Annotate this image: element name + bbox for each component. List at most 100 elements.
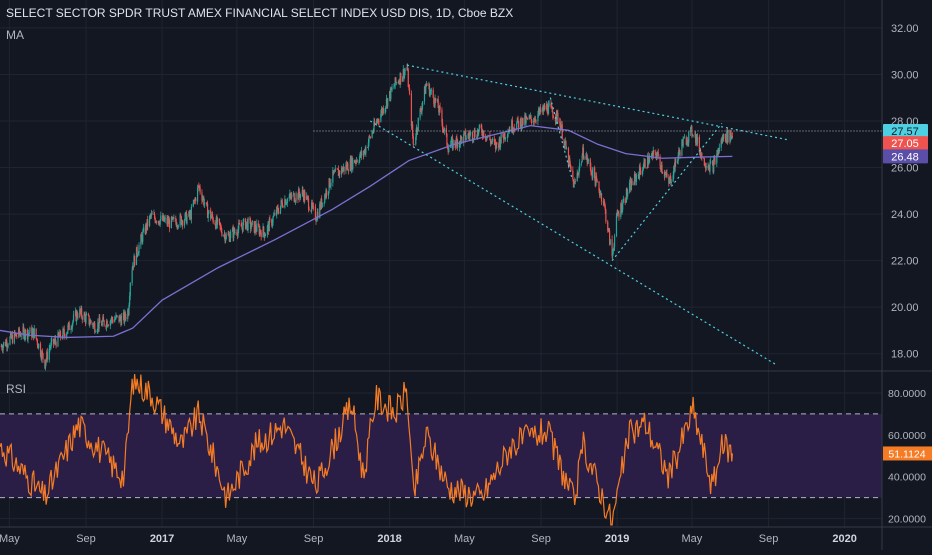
candle-body bbox=[525, 117, 527, 124]
candle-body bbox=[19, 334, 22, 337]
candle-body bbox=[554, 117, 556, 122]
candle-body bbox=[74, 311, 77, 315]
candle-body bbox=[336, 168, 338, 170]
candle bbox=[447, 147, 449, 155]
candle-body bbox=[123, 312, 125, 323]
candle bbox=[403, 68, 405, 82]
candle-body bbox=[28, 333, 30, 334]
candle-body bbox=[243, 218, 245, 222]
candle-body bbox=[138, 245, 140, 254]
candle bbox=[31, 327, 34, 339]
candle bbox=[177, 224, 179, 230]
candle bbox=[559, 117, 561, 127]
price-axis-tick-label: 26.00 bbox=[891, 163, 919, 175]
candle bbox=[624, 197, 626, 206]
candle bbox=[337, 165, 340, 176]
candle bbox=[435, 98, 437, 103]
candle-body bbox=[1, 348, 4, 351]
candle bbox=[141, 235, 143, 244]
candle-body bbox=[297, 189, 300, 200]
candle bbox=[292, 191, 295, 197]
rsi-axis-tick-label: 60.0000 bbox=[888, 430, 926, 442]
candle-body bbox=[496, 142, 498, 145]
candle bbox=[686, 142, 688, 147]
candle bbox=[670, 179, 672, 186]
candle bbox=[92, 322, 95, 330]
candle bbox=[166, 214, 168, 227]
candle bbox=[476, 134, 478, 139]
candle-body bbox=[618, 213, 620, 217]
candle bbox=[534, 115, 536, 123]
candle bbox=[355, 157, 358, 165]
candle-body bbox=[679, 151, 681, 156]
candle bbox=[374, 118, 376, 127]
candle-body bbox=[75, 311, 77, 322]
candle bbox=[183, 218, 186, 229]
candle-body bbox=[193, 200, 195, 204]
candle-body bbox=[660, 166, 662, 170]
trendline[interactable] bbox=[369, 120, 778, 366]
candle-body bbox=[352, 159, 354, 169]
candle-body bbox=[203, 203, 206, 205]
candle bbox=[591, 169, 593, 181]
candle-body bbox=[424, 86, 426, 94]
candle-body bbox=[652, 153, 654, 158]
candle bbox=[526, 117, 528, 121]
moving-average-line[interactable] bbox=[0, 125, 733, 339]
candle-body bbox=[600, 193, 603, 202]
indicator-label-ma[interactable]: MA bbox=[6, 28, 24, 42]
candle-body bbox=[384, 108, 386, 114]
candle-body bbox=[180, 216, 182, 225]
candle-body bbox=[36, 340, 38, 346]
candle-body bbox=[726, 131, 728, 143]
price-label-box bbox=[883, 124, 928, 139]
candle-body bbox=[398, 81, 400, 83]
candle bbox=[269, 215, 271, 223]
candle-body bbox=[696, 136, 699, 144]
candle-body bbox=[705, 166, 707, 169]
candle-body bbox=[317, 211, 319, 218]
candle-body bbox=[258, 226, 260, 235]
candle-body bbox=[196, 187, 199, 202]
candle bbox=[433, 97, 435, 108]
rsi-axis-tick-label: 80.0000 bbox=[888, 388, 926, 400]
candle-body bbox=[264, 234, 267, 236]
candle-body bbox=[604, 201, 606, 206]
rsi-line[interactable] bbox=[0, 374, 734, 526]
candle bbox=[136, 244, 138, 258]
candle bbox=[351, 155, 353, 171]
candle bbox=[132, 262, 134, 270]
candle bbox=[291, 192, 293, 201]
candle-body bbox=[581, 155, 583, 162]
candle bbox=[85, 311, 87, 325]
candle bbox=[102, 314, 104, 322]
candle bbox=[725, 140, 727, 143]
candle-body bbox=[709, 162, 711, 172]
candle-body bbox=[53, 341, 55, 344]
candle-body bbox=[293, 193, 295, 202]
trendline[interactable] bbox=[611, 122, 723, 262]
candle bbox=[220, 224, 222, 233]
candle bbox=[120, 313, 123, 326]
candle bbox=[692, 134, 694, 138]
candle-body bbox=[197, 185, 199, 188]
candle-body bbox=[491, 141, 493, 143]
candle bbox=[234, 228, 236, 235]
candle-body bbox=[99, 317, 101, 324]
candle-body bbox=[6, 345, 9, 348]
candle-body bbox=[686, 143, 688, 145]
trendline[interactable] bbox=[549, 95, 573, 178]
candle bbox=[519, 117, 522, 129]
candle-body bbox=[10, 332, 12, 339]
indicator-label-rsi[interactable]: RSI bbox=[6, 382, 27, 396]
candle-body bbox=[516, 122, 518, 129]
candle bbox=[460, 135, 462, 140]
candle-body bbox=[522, 117, 524, 125]
candle-body bbox=[421, 105, 423, 112]
candle bbox=[585, 152, 587, 160]
candle bbox=[288, 193, 290, 202]
candle-body bbox=[31, 330, 34, 338]
